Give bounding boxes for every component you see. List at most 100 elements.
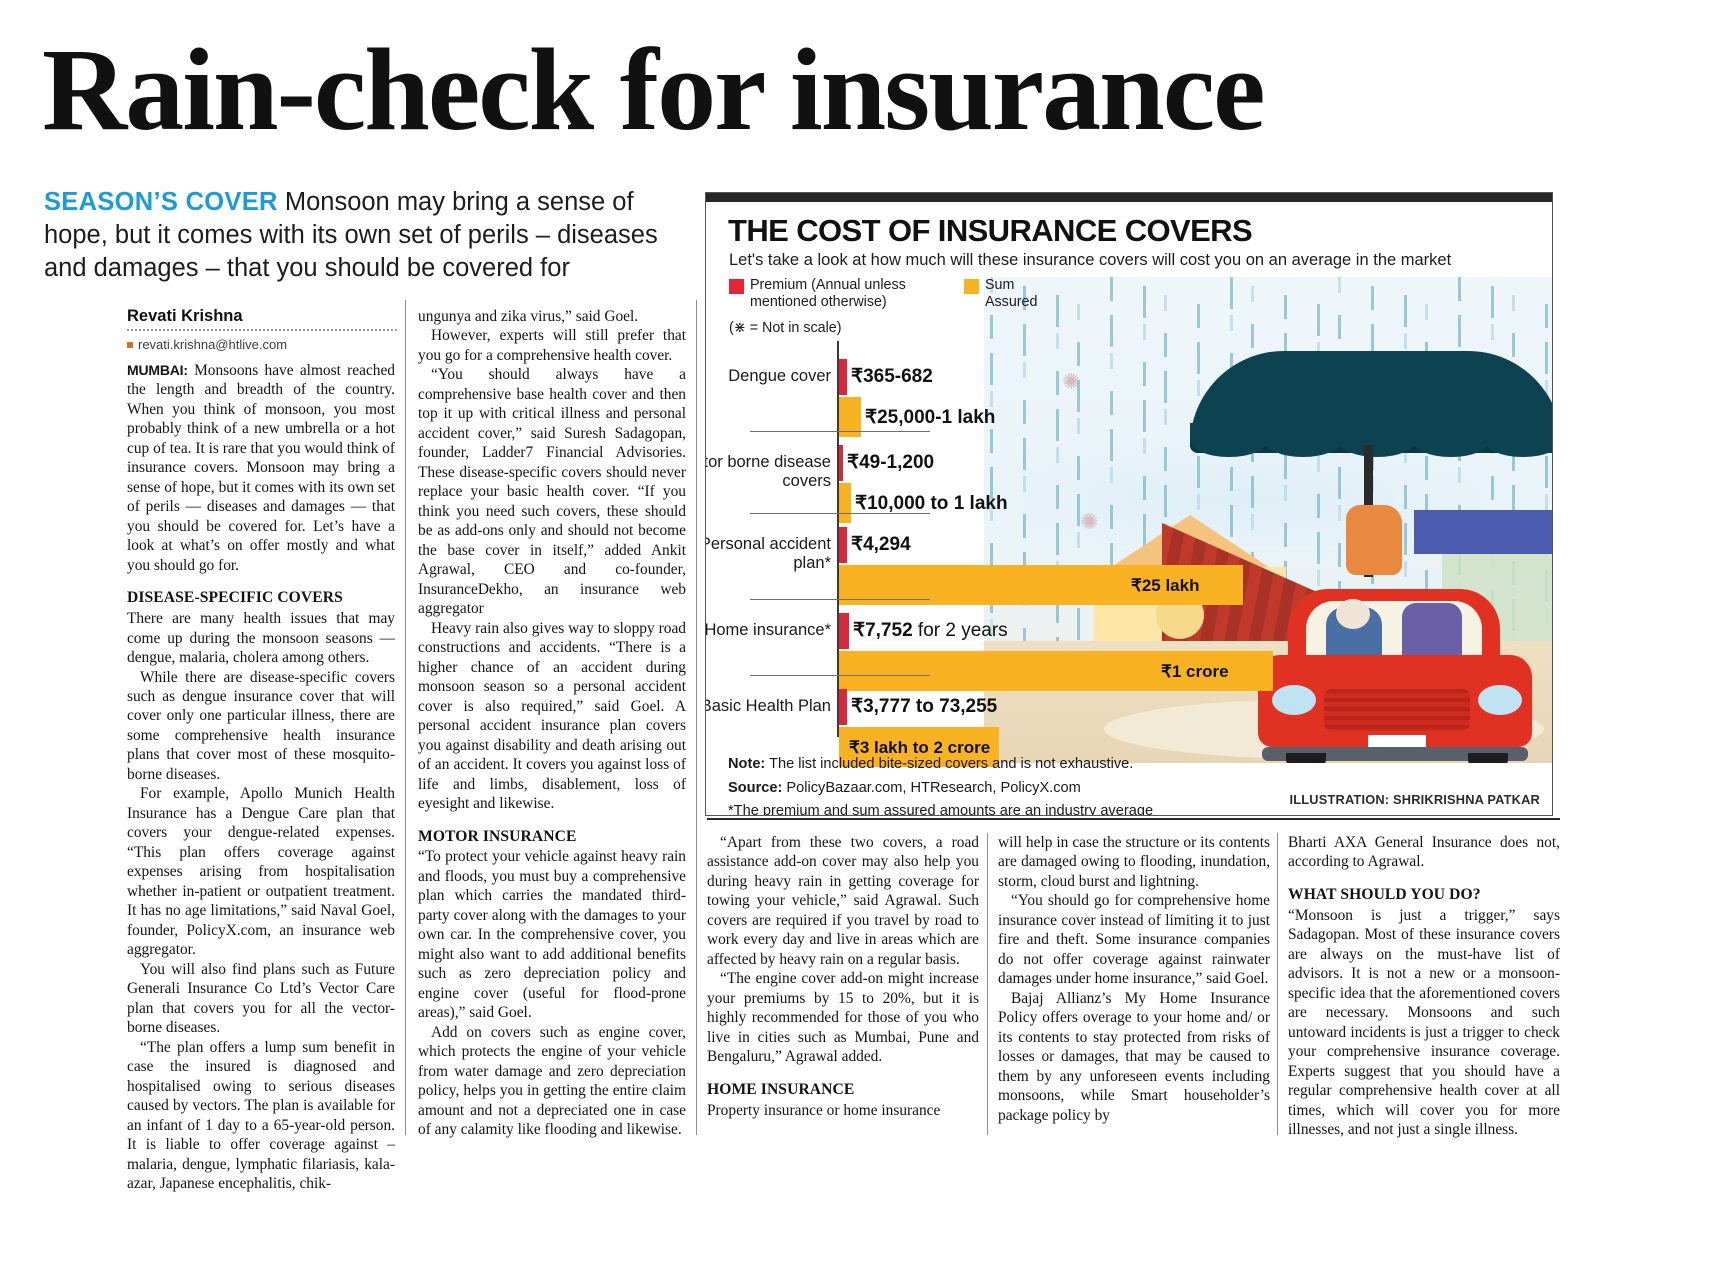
byline-divider	[127, 329, 397, 331]
paragraph: MUMBAI: Monsoons have almost reached the…	[127, 361, 395, 575]
paragraph: ungunya and zika virus,” said Goel.	[418, 308, 639, 325]
subhead: WHAT SHOULD YOU DO?	[1288, 885, 1481, 903]
paragraph: While there are disease-specific covers …	[127, 668, 395, 783]
hand-icon	[1346, 505, 1402, 575]
byline-email: revati.krishna@htlive.com	[138, 337, 288, 352]
legend-item-premium: Premium (Annual unless mentioned otherwi…	[729, 277, 920, 312]
byline: Revati Krishna revati.krishna@htlive.com	[127, 307, 397, 352]
chart-notes: Note: The list included bite-sized cover…	[728, 753, 1154, 816]
paragraph: “Monsoon is just a trigger,” says Sadago…	[1288, 906, 1560, 1139]
standfirst-text: Monsoon may bring a sense of hope, but i…	[44, 188, 658, 283]
legend-label-sum: Sum Assured	[985, 277, 1038, 311]
paragraph: “You should go for comprehensive home in…	[998, 892, 1270, 988]
passenger-figure	[1402, 603, 1462, 665]
paragraph: “Apart from these two covers, a road ass…	[707, 834, 979, 968]
chart-category-label: Dengue cover	[728, 367, 831, 385]
bar-label-sum: ₹10,000 to 1 lakh	[855, 493, 1008, 514]
source-line: Source: PolicyBazaar.com, HTResearch, Po…	[728, 777, 1153, 801]
column-divider	[405, 300, 406, 1135]
bar-label-sum: ₹3 lakh to 2 crore	[849, 738, 991, 757]
not-in-scale-marker: ✺	[1221, 575, 1238, 597]
bar-sum-assured	[839, 397, 861, 437]
chart-category-label: Home insurance*	[705, 621, 831, 639]
paragraph: “You should always have a comprehensive …	[418, 366, 686, 618]
bar-label-sum: ₹25,000-1 lakh	[865, 407, 996, 428]
note-text: The list included bite-sized covers and …	[765, 756, 1134, 772]
dateline: MUMBAI:	[127, 362, 188, 378]
car-bumper	[1262, 747, 1528, 761]
bar-premium	[839, 359, 847, 395]
standfirst: SEASON’S COVER Monsoon may bring a sense…	[44, 186, 684, 285]
illustration-credit: ILLUSTRATION: SHRIKRISHNA PATKAR	[1289, 792, 1540, 807]
headlight-right	[1478, 685, 1522, 715]
bar-premium	[839, 613, 849, 649]
infographic-subtitle: Let's take a look at how much will these…	[729, 251, 1452, 269]
article-column-5: Bharti AXA General Insurance does not, a…	[1288, 833, 1560, 1140]
footnote-line: *The premium and sum assured amounts are…	[728, 803, 1154, 816]
subhead: MOTOR INSURANCE	[418, 827, 577, 845]
bar-chart: Dengue cover ₹365-682 ₹25,000-1 lakh Vector…	[706, 341, 1282, 767]
column-divider	[696, 300, 697, 1135]
article-column-1: MUMBAI: Monsoons have almost reached the…	[127, 361, 395, 1194]
bullet-icon	[127, 341, 133, 348]
paragraph: There are many health issues that may co…	[127, 610, 395, 667]
chart-legend: Premium (Annual unless mentioned otherwi…	[729, 277, 1055, 312]
car-grille	[1324, 689, 1470, 731]
bar-sum-assured	[839, 651, 1273, 691]
paragraph: “The plan offers a lump sum benefit in c…	[127, 1038, 395, 1193]
column-divider	[1277, 833, 1278, 1135]
wheel-right	[1468, 753, 1508, 763]
article-column-2: ungunya and zika virus,” said Goel. Howe…	[418, 307, 686, 1140]
article-column-4: will help in case the structure or its c…	[998, 833, 1270, 1125]
paragraph: Property insurance or home insurance	[707, 1101, 941, 1119]
paragraph: You will also find plans such as Future …	[127, 960, 395, 1037]
bar-label-premium: ₹49-1,200	[847, 452, 935, 473]
byline-author: Revati Krishna	[127, 307, 243, 325]
source-label: Source:	[728, 779, 783, 796]
paragraph: Bajaj Allianz’s My Home Insurance Policy…	[998, 989, 1270, 1124]
car-icon	[1252, 589, 1542, 763]
bar-label-premium: ₹3,777 to 73,255	[851, 696, 998, 717]
bar-label-premium: ₹4,294	[851, 534, 911, 555]
blue-accent-bar	[1414, 510, 1552, 554]
paragraph: Heavy rain also gives way to sloppy road…	[418, 619, 686, 813]
paragraph: “The engine cover add-on might increase …	[707, 970, 979, 1066]
paragraph: However, experts will still prefer that …	[418, 327, 686, 364]
bar-label-premium: ₹7,752 for 2 years	[853, 620, 1008, 641]
paragraph-text: Monsoons have almost reached the length …	[127, 362, 395, 574]
umbrella-scallops	[1190, 423, 1552, 469]
page-title: Rain-check for insurance	[42, 24, 1266, 155]
infographic-panel: ✺✺✺✺✺	[705, 192, 1553, 816]
chart-category-label: Basic Health Plan	[705, 697, 831, 715]
not-in-scale-marker: ✺	[1251, 661, 1268, 683]
note-label: Note:	[728, 756, 766, 772]
bar-premium	[839, 527, 847, 563]
legend-swatch-premium	[729, 279, 744, 294]
paragraph: Add on covers such as engine cover, whic…	[418, 1023, 686, 1139]
note-line: Note: The list included bite-sized cover…	[728, 753, 1153, 777]
wheel-left	[1286, 753, 1326, 763]
illustration: ✺✺✺✺✺	[984, 277, 1552, 763]
section-rule	[707, 818, 1560, 820]
number-plate	[1368, 735, 1426, 750]
bar-sum-assured	[839, 483, 851, 523]
bar-sum-assured	[839, 565, 1243, 605]
legend-swatch-sum	[964, 279, 979, 294]
column-divider	[987, 833, 988, 1135]
legend-item-sum: Sum Assured	[964, 277, 1055, 312]
infographic-title: THE COST OF INSURANCE COVERS	[728, 213, 1253, 248]
chart-axis	[837, 341, 839, 737]
bar-premium	[839, 445, 843, 481]
infographic-topbar	[706, 193, 1552, 202]
article-column-3: “Apart from these two covers, a road ass…	[707, 833, 979, 1120]
subhead: HOME INSURANCE	[707, 1080, 855, 1098]
paragraph: Bharti AXA General Insurance does not, a…	[1288, 834, 1560, 871]
paragraph: will help in case the structure or its c…	[998, 834, 1270, 890]
chart-category-label: Personal accident plan*	[705, 535, 831, 573]
driver-head	[1336, 599, 1370, 629]
chart-category-label: Vector borne disease covers	[705, 453, 831, 491]
paragraph: For example, Apollo Munich Health Insura…	[127, 785, 395, 959]
legend-label-premium: Premium (Annual unless mentioned otherwi…	[750, 277, 906, 311]
paragraph: “To protect your vehicle against heavy r…	[418, 848, 686, 1022]
